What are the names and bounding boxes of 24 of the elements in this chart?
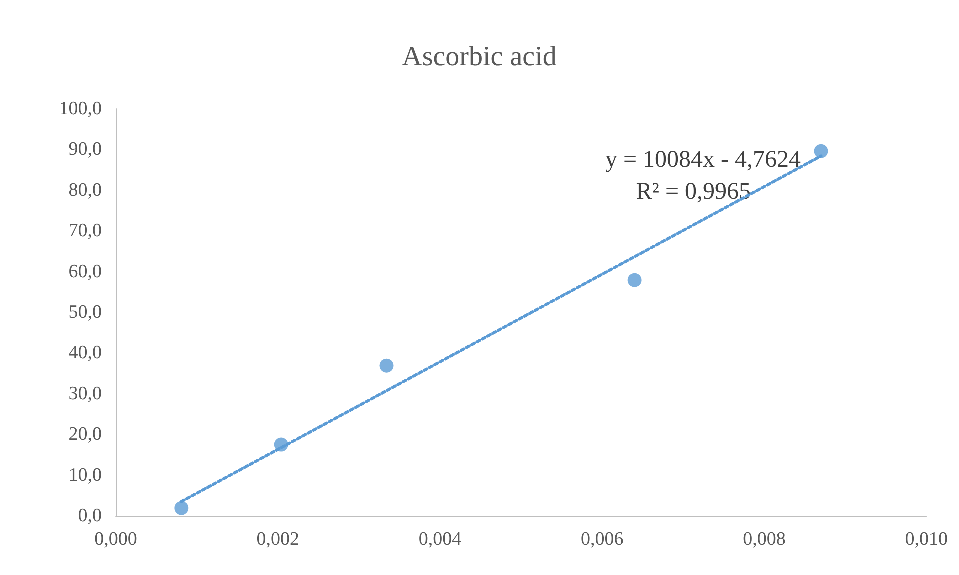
y-tick-label: 20,0 [68,424,102,446]
x-tick-label: 0,002 [256,529,300,550]
x-tick-label: 0,006 [581,529,624,550]
x-tick-label: 0,008 [743,529,786,550]
y-tick-label: 90,0 [68,139,102,160]
y-tick-label: 50,0 [68,302,102,323]
x-tick-label: 0,000 [94,529,138,550]
y-tick-label: 80,0 [68,180,102,201]
annotation: R² = 0,9965 [636,179,752,205]
point [628,273,642,288]
x-tick-label: 0,010 [905,529,948,550]
annotation: y = 10084x - 4,7624 [605,147,802,173]
y-tick-label: 70,0 [68,220,102,242]
x-tick-label: 0,004 [418,529,462,550]
y-tick-label: 60,0 [68,261,102,282]
y-tick-label: 30,0 [68,383,102,404]
y-tick-label: 40,0 [68,342,102,364]
y-tick-label: 10,0 [68,464,102,486]
point [174,501,189,516]
y-tick-label: 0,0 [78,506,102,526]
point [380,358,394,373]
chart-title: Ascorbic acid [402,42,557,72]
point [814,144,828,158]
y-tick-label: 100,0 [59,98,102,120]
